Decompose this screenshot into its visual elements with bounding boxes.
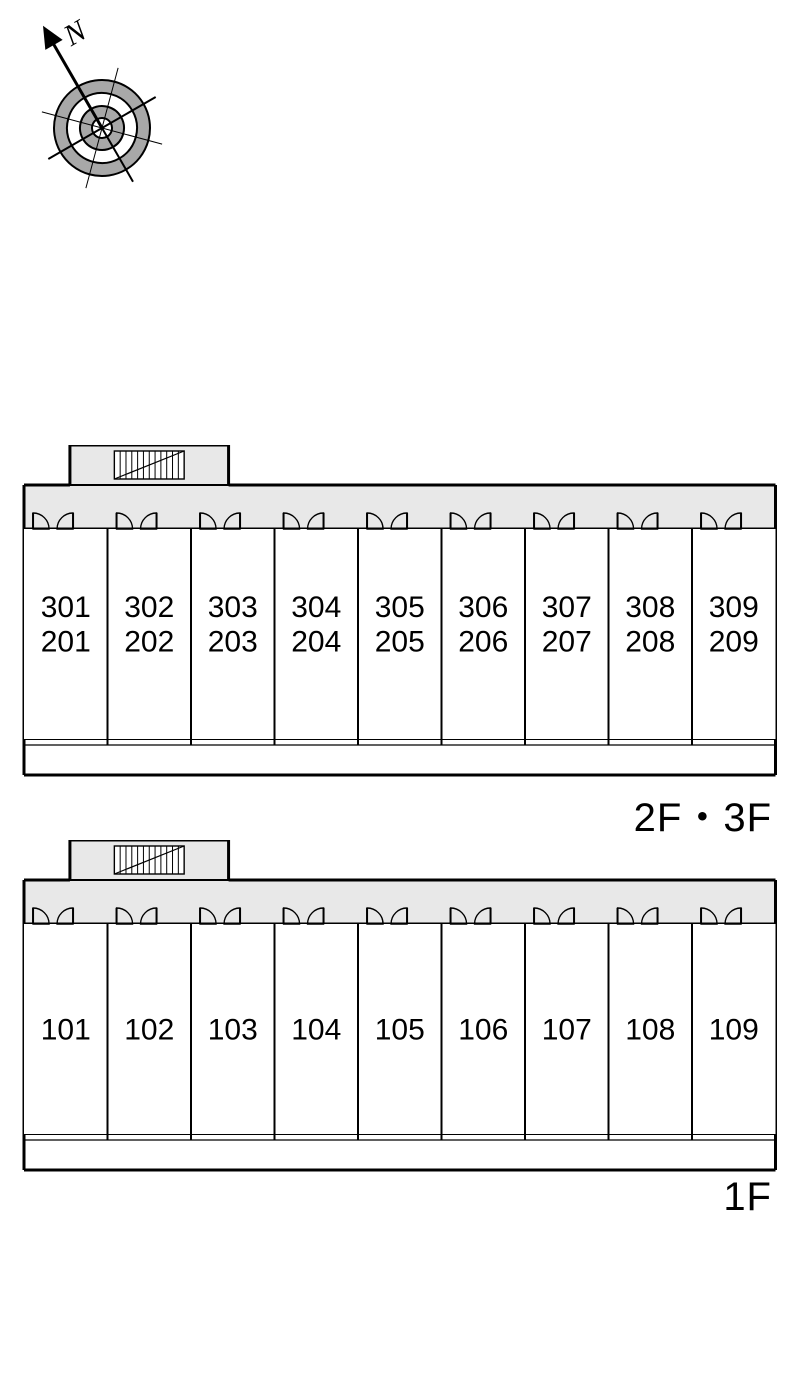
unit-number: 206 [458,626,508,659]
unit-number: 205 [375,626,425,659]
unit-number: 303 [208,591,258,624]
unit-number: 109 [709,1014,759,1047]
unit-number: 106 [458,1014,508,1047]
unit-number: 203 [208,626,258,659]
page: N 301201 302202 303203 304204 305205 306206 30… [0,0,800,1373]
unit-number: 302 [124,591,174,624]
compass-north-label: N [57,13,93,53]
floor-label-upper: 2F・3F [634,785,772,843]
unit-number: 201 [41,626,91,659]
unit-number: 208 [625,626,675,659]
unit-number: 103 [208,1014,258,1047]
unit-number: 307 [542,591,592,624]
unit-number: 309 [709,591,759,624]
unit-number: 301 [41,591,91,624]
unit-number: 308 [625,591,675,624]
floor-label-lower: 1F [723,1175,772,1220]
unit-number: 209 [709,626,759,659]
unit-number: 204 [291,626,341,659]
unit-number: 101 [41,1014,91,1047]
unit-number: 105 [375,1014,425,1047]
floorplan-2f-3f: 3012013022023032033042043052053062063072… [20,445,780,785]
unit-number: 306 [458,591,508,624]
compass-rose: N [10,10,190,210]
floorplan-1f: 101 102 103 104 105 106 107 108 109 [20,840,780,1180]
unit-number: 304 [291,591,341,624]
unit-number: 305 [375,591,425,624]
unit-number: 207 [542,626,592,659]
unit-number: 102 [124,1014,174,1047]
unit-number: 107 [542,1014,592,1047]
unit-number: 202 [124,626,174,659]
unit-number: 104 [291,1014,341,1047]
unit-number: 108 [625,1014,675,1047]
